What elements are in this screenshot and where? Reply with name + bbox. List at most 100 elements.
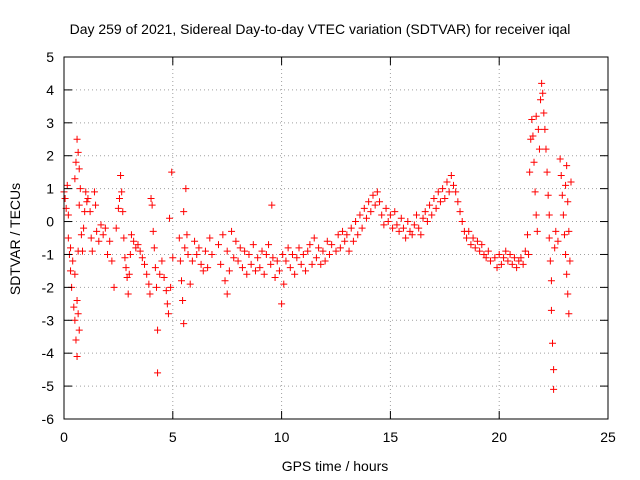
data-point — [557, 171, 565, 179]
data-point — [115, 195, 123, 203]
data-point — [146, 290, 154, 298]
data-point — [532, 112, 540, 120]
data-point — [95, 237, 103, 245]
data-point — [564, 290, 572, 298]
data-point — [64, 211, 72, 219]
data-point — [78, 247, 86, 255]
data-point — [339, 227, 347, 235]
data-point — [195, 244, 203, 252]
data-point — [552, 227, 560, 235]
data-point — [410, 221, 418, 229]
data-point — [251, 267, 259, 275]
data-point — [463, 234, 471, 242]
data-point — [556, 155, 564, 163]
data-point — [306, 241, 314, 249]
data-point — [186, 280, 194, 288]
data-point — [428, 211, 436, 219]
data-point — [71, 270, 79, 278]
data-point — [141, 260, 149, 268]
data-point — [134, 241, 142, 249]
data-point — [178, 277, 186, 285]
data-point — [160, 273, 168, 281]
axis-ticks — [63, 56, 609, 420]
data-point — [191, 237, 199, 245]
data-point — [441, 195, 449, 203]
data-point — [562, 181, 570, 189]
data-point — [183, 231, 191, 239]
data-point — [77, 231, 85, 239]
data-point — [127, 231, 135, 239]
data-point — [83, 198, 91, 206]
data-point — [117, 171, 125, 179]
data-point — [382, 204, 390, 212]
data-point — [542, 145, 550, 153]
data-point — [125, 270, 133, 278]
data-point — [87, 234, 95, 242]
data-point — [523, 231, 531, 239]
data-point — [471, 244, 479, 252]
data-point — [528, 116, 536, 124]
data-point — [223, 290, 231, 298]
data-point — [75, 201, 83, 209]
data-point — [362, 214, 370, 222]
data-point — [371, 201, 379, 209]
data-point — [373, 188, 381, 196]
data-point — [541, 125, 549, 133]
data-point — [423, 218, 431, 226]
data-point — [417, 231, 425, 239]
x-tick-label: 10 — [274, 429, 290, 445]
data-point — [336, 244, 344, 252]
data-point — [258, 247, 266, 255]
data-point — [193, 250, 201, 258]
data-point — [304, 247, 312, 255]
data-point — [208, 250, 216, 258]
data-point — [99, 231, 107, 239]
data-point — [265, 241, 273, 249]
data-point — [75, 326, 83, 334]
data-point — [63, 181, 71, 189]
data-point — [365, 198, 373, 206]
data-point — [386, 211, 394, 219]
data-point — [323, 237, 331, 245]
data-point — [347, 224, 355, 232]
data-point — [225, 267, 233, 275]
data-point — [70, 303, 78, 311]
y-tick-label: -5 — [42, 378, 55, 394]
data-point — [168, 168, 176, 176]
data-point — [380, 221, 388, 229]
data-point — [421, 208, 429, 216]
data-point — [282, 257, 290, 265]
x-tick-label: 5 — [169, 429, 177, 445]
data-point — [97, 221, 105, 229]
data-point — [130, 237, 138, 245]
data-point — [537, 96, 545, 104]
data-point — [450, 181, 458, 189]
data-point — [72, 158, 80, 166]
data-point — [539, 89, 547, 97]
y-tick-label: 5 — [46, 49, 54, 65]
data-point — [243, 270, 251, 278]
data-point — [291, 270, 299, 278]
data-point — [230, 254, 238, 262]
data-point — [495, 250, 503, 258]
data-point — [147, 195, 155, 203]
data-point — [432, 204, 440, 212]
data-point — [126, 250, 134, 258]
data-point — [436, 198, 444, 206]
data-point — [206, 234, 214, 242]
data-point — [219, 231, 227, 239]
data-point — [124, 290, 132, 298]
data-point — [399, 224, 407, 232]
data-point — [506, 250, 514, 258]
data-point — [249, 241, 257, 249]
data-point — [317, 260, 325, 268]
data-point — [531, 188, 539, 196]
data-point — [74, 148, 82, 156]
data-point — [92, 201, 100, 209]
data-point — [162, 287, 170, 295]
y-tick-label: -2 — [42, 279, 55, 295]
data-point — [145, 280, 153, 288]
data-point — [538, 79, 546, 87]
data-point — [356, 211, 364, 219]
